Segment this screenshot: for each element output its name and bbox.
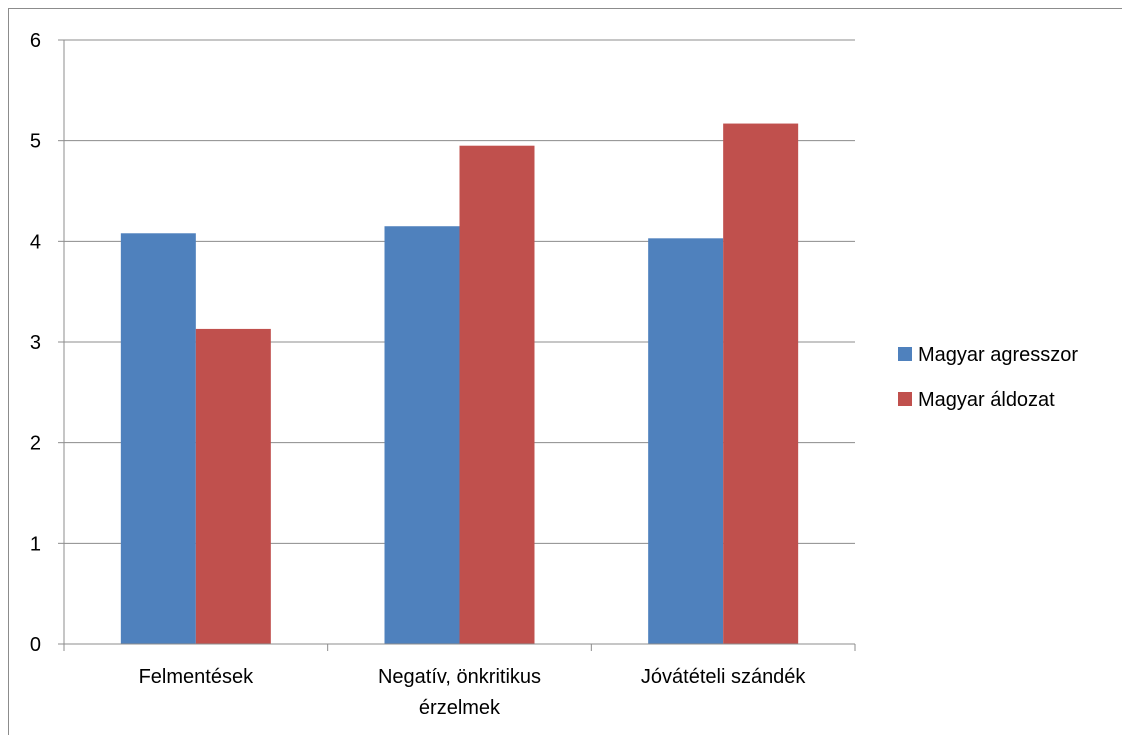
bar [723, 123, 799, 644]
legend-swatch [898, 392, 912, 406]
y-tick-label: 1 [30, 533, 41, 555]
y-tick-label: 2 [30, 433, 41, 455]
y-axis-tick-labels: 0 1 2 3 4 5 6 [30, 30, 41, 656]
y-tick-label: 4 [30, 231, 41, 253]
x-axis-tick-labels: Felmentések Negatív, önkritikus érzelmek Jó… [139, 666, 807, 719]
bars [120, 123, 799, 644]
x-tick-label: Felmentések [139, 666, 254, 688]
bar [459, 145, 535, 644]
y-tick-label: 5 [30, 131, 41, 153]
bar [384, 226, 460, 644]
chart-frame [8, 8, 1122, 735]
x-tick-label: Negatív, önkritikus [378, 666, 541, 688]
y-tick-label: 6 [30, 30, 41, 52]
y-tick-label: 3 [30, 332, 41, 354]
x-tick-label: Jóvátételi szándék [641, 666, 807, 688]
bar [120, 233, 196, 644]
legend-label: Magyar áldozat [918, 389, 1055, 411]
x-tick-label: érzelmek [419, 697, 501, 719]
legend: Magyar agresszor Magyar áldozat [898, 344, 1078, 411]
bar [648, 238, 724, 644]
y-tick-label: 0 [30, 634, 41, 656]
axes [58, 39, 856, 651]
legend-swatch [898, 347, 912, 361]
bar [195, 328, 271, 644]
legend-label: Magyar agresszor [918, 344, 1078, 366]
